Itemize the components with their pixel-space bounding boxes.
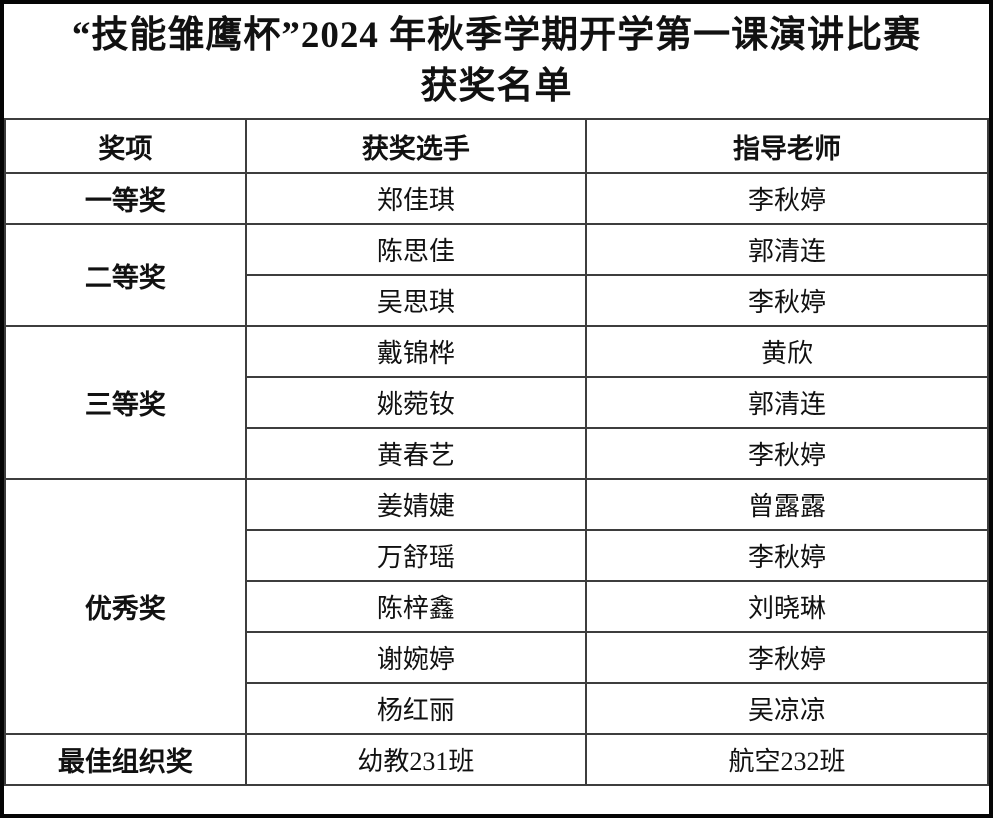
winner-cell: 陈思佳 — [244, 223, 587, 276]
header-teacher: 指导老师 — [584, 118, 989, 174]
header-row: 奖项 获奖选手 指导老师 — [4, 118, 989, 174]
award-cell: 优秀奖 — [4, 478, 247, 735]
award-cell: 一等奖 — [4, 172, 247, 225]
title-line-1: “技能雏鹰杯”2024 年秋季学期开学第一课演讲比赛 — [71, 14, 922, 56]
table-body: 一等奖 郑佳琪 李秋婷 二等奖 陈思佳 郭清连 吴思琪 李秋婷 三等奖 戴锦桦 黄欣 姚菀钕 郭清连 黄春… — [4, 172, 989, 786]
teacher-cell: 郭清连 — [584, 223, 989, 276]
teacher-cell: 李秋婷 — [584, 427, 989, 480]
document-title: “技能雏鹰杯”2024 年秋季学期开学第一课演讲比赛 获奖名单 — [4, 4, 989, 118]
table-row: 谢婉婷 李秋婷 — [5, 631, 989, 684]
award-cell: 三等奖 — [4, 325, 247, 480]
table-row: 最佳组织奖 幼教231班 航空232班 — [4, 733, 989, 786]
awards-table: 奖项 获奖选手 指导老师 一等奖 郑佳琪 李秋婷 二等奖 陈思佳 郭清连 吴思琪 李秋婷 三等奖… — [4, 118, 989, 786]
winner-cell: 郑佳琪 — [244, 172, 587, 225]
table-header-row: 奖项 获奖选手 指导老师 — [4, 118, 989, 174]
winner-cell: 幼教231班 — [244, 733, 587, 786]
teacher-cell: 航空232班 — [584, 733, 989, 786]
table-row: 一等奖 郑佳琪 李秋婷 — [4, 172, 989, 225]
winner-cell: 吴思琪 — [244, 274, 587, 327]
teacher-cell: 李秋婷 — [584, 274, 989, 327]
table-row: 黄春艺 李秋婷 — [5, 427, 989, 480]
table-row: 杨红丽 吴凉凉 — [5, 682, 989, 735]
table-row: 吴思琪 李秋婷 — [5, 274, 989, 327]
winner-cell: 杨红丽 — [244, 682, 587, 735]
winner-cell: 黄春艺 — [244, 427, 587, 480]
table-row: 万舒瑶 李秋婷 — [5, 529, 989, 582]
teacher-cell: 黄欣 — [584, 325, 989, 378]
award-cell: 最佳组织奖 — [4, 733, 247, 786]
winner-cell: 万舒瑶 — [244, 529, 587, 582]
winner-cell: 姚菀钕 — [244, 376, 587, 429]
table-row: 优秀奖 姜婧婕 曾露露 — [4, 478, 989, 735]
award-cell: 二等奖 — [4, 223, 247, 327]
title-line-2: 获奖名单 — [420, 66, 573, 107]
winner-cell: 谢婉婷 — [244, 631, 587, 684]
winner-cell: 陈梓鑫 — [244, 580, 587, 633]
teacher-cell: 吴凉凉 — [584, 682, 989, 735]
winner-cell: 姜婧婕 — [244, 478, 587, 531]
winner-cell: 戴锦桦 — [244, 325, 587, 378]
teacher-cell: 刘晓琳 — [584, 580, 989, 633]
teacher-cell: 李秋婷 — [584, 529, 989, 582]
table-row: 三等奖 戴锦桦 黄欣 — [4, 325, 989, 480]
teacher-cell: 李秋婷 — [584, 631, 989, 684]
table-row: 陈梓鑫 刘晓琳 — [5, 580, 989, 633]
teacher-cell: 李秋婷 — [584, 172, 989, 225]
table-row: 姚菀钕 郭清连 — [5, 376, 989, 429]
teacher-cell: 曾露露 — [584, 478, 989, 531]
table-row: 二等奖 陈思佳 郭清连 — [4, 223, 989, 327]
header-winner: 获奖选手 — [244, 118, 587, 174]
header-award: 奖项 — [4, 118, 247, 174]
teacher-cell: 郭清连 — [584, 376, 989, 429]
